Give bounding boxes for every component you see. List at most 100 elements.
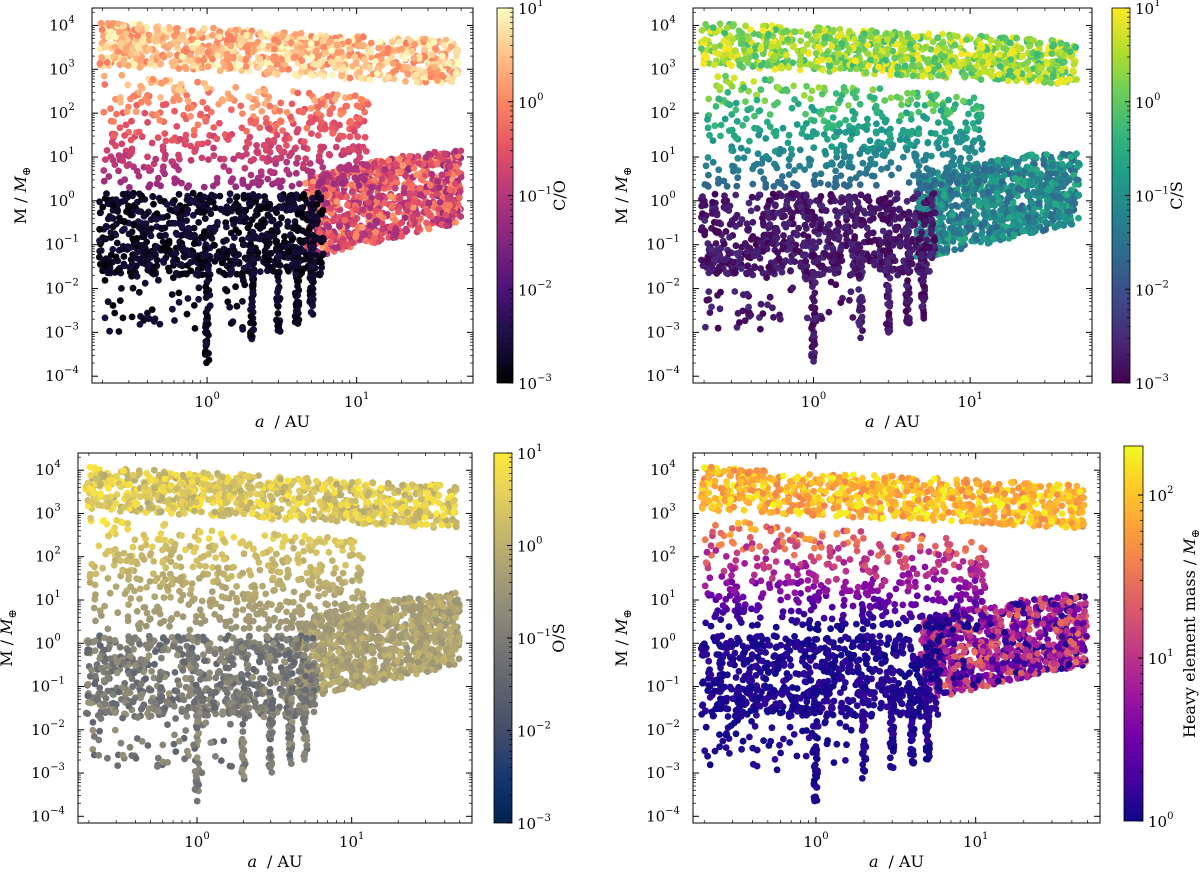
data-point xyxy=(222,271,229,279)
data-point xyxy=(211,258,219,265)
data-point xyxy=(343,102,351,110)
data-point xyxy=(276,145,283,153)
data-point xyxy=(184,295,192,302)
data-point xyxy=(152,155,160,163)
data-point xyxy=(220,155,228,163)
data-point xyxy=(213,135,221,143)
data-point xyxy=(960,201,968,209)
data-point xyxy=(1010,230,1018,238)
data-point xyxy=(170,258,177,266)
data-point xyxy=(359,143,367,151)
data-point xyxy=(262,237,269,245)
data-point xyxy=(187,258,195,266)
data-point xyxy=(171,32,178,40)
data-point xyxy=(223,50,231,58)
data-point xyxy=(169,305,176,313)
data-point xyxy=(366,189,373,197)
data-point xyxy=(1075,214,1082,222)
data-point xyxy=(801,221,809,229)
data-point xyxy=(109,201,116,209)
data-point xyxy=(1024,152,1031,160)
data-point xyxy=(162,77,170,84)
y-tick-label: 104 xyxy=(49,14,74,34)
data-point xyxy=(191,325,199,332)
data-point xyxy=(216,67,224,75)
data-point xyxy=(105,268,113,276)
data-point xyxy=(345,38,352,45)
data-point xyxy=(402,225,410,233)
data-point xyxy=(279,32,287,40)
y-tick-base: 10 xyxy=(49,192,68,210)
data-point xyxy=(223,287,231,295)
data-point xyxy=(186,57,194,65)
data-point xyxy=(299,108,307,116)
data-point xyxy=(1031,218,1038,226)
data-point xyxy=(376,38,384,46)
data-point xyxy=(366,222,374,229)
y-tick-exponent: 0 xyxy=(68,190,74,201)
data-point xyxy=(231,215,239,223)
data-point xyxy=(457,213,465,220)
data-point xyxy=(368,184,375,192)
data-point xyxy=(120,253,128,260)
data-point xyxy=(121,132,128,139)
data-point xyxy=(96,247,104,255)
data-point xyxy=(294,89,302,97)
data-point xyxy=(395,208,402,216)
data-point xyxy=(169,199,177,207)
data-point xyxy=(351,92,359,100)
data-point xyxy=(309,202,317,209)
data-point xyxy=(249,104,256,111)
data-point xyxy=(232,83,240,91)
data-point xyxy=(320,43,327,51)
data-point xyxy=(351,174,359,182)
data-point xyxy=(121,218,128,225)
data-point xyxy=(165,267,173,275)
data-point xyxy=(375,184,383,192)
data-point xyxy=(175,166,183,174)
data-point xyxy=(292,169,300,177)
data-point xyxy=(134,32,142,39)
data-point xyxy=(112,142,119,150)
data-point xyxy=(175,65,183,72)
data-point xyxy=(103,43,110,51)
data-point xyxy=(352,206,360,214)
data-point xyxy=(314,271,322,278)
data-point xyxy=(352,166,360,173)
data-point xyxy=(861,210,869,217)
data-point xyxy=(732,191,740,199)
data-point xyxy=(183,270,190,278)
data-point xyxy=(228,106,235,114)
x-tick-label: 100 xyxy=(194,391,219,411)
data-point xyxy=(200,56,208,64)
data-point xyxy=(226,190,234,198)
data-point xyxy=(272,238,280,246)
data-point xyxy=(288,182,296,190)
data-point xyxy=(203,339,210,347)
data-point xyxy=(173,41,181,49)
data-point xyxy=(238,124,246,132)
data-point xyxy=(209,55,216,63)
data-point xyxy=(189,189,197,197)
data-point xyxy=(1009,221,1017,229)
data-point xyxy=(103,147,111,154)
data-point xyxy=(886,189,894,197)
data-point xyxy=(137,57,145,65)
data-point xyxy=(184,97,192,105)
data-point xyxy=(438,71,446,79)
x-tick-exponent: 0 xyxy=(213,391,219,402)
data-point xyxy=(177,261,185,268)
data-point xyxy=(851,233,859,240)
data-point xyxy=(197,233,205,241)
data-point xyxy=(183,217,191,225)
data-point xyxy=(127,136,135,144)
data-point xyxy=(147,216,155,224)
data-point xyxy=(941,246,949,253)
data-point xyxy=(346,119,353,126)
y-tick-label: 10−3 xyxy=(45,321,79,341)
scatter-points xyxy=(697,20,1083,365)
data-point xyxy=(455,194,463,202)
data-point xyxy=(360,33,367,41)
data-point xyxy=(971,214,978,222)
data-point xyxy=(239,179,247,187)
